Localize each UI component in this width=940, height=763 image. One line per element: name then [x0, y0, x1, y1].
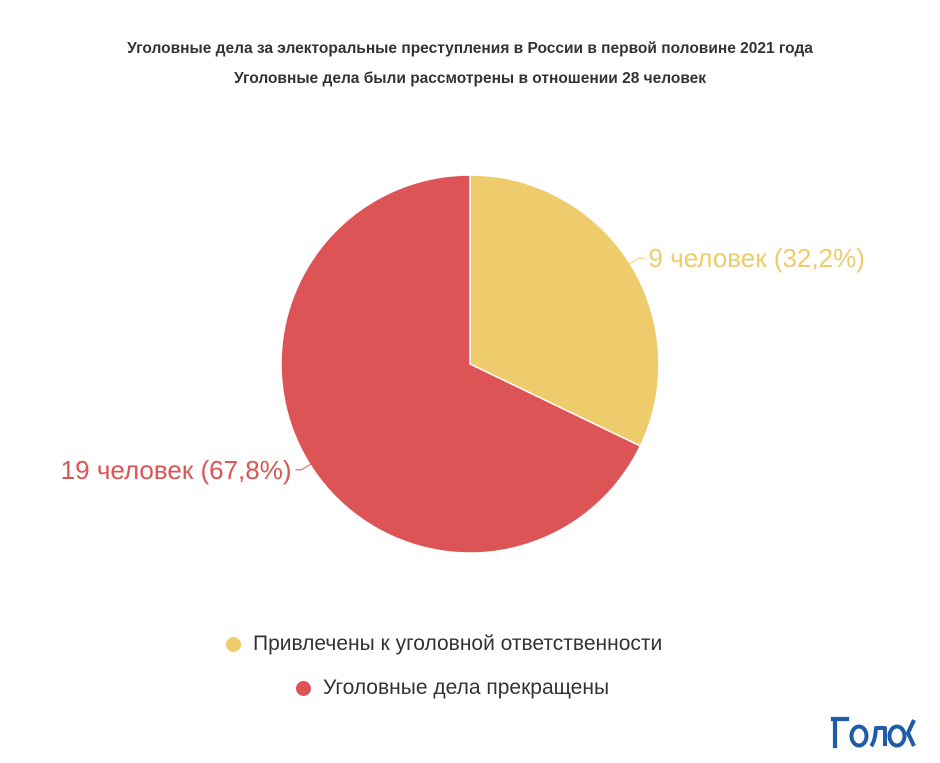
chart-title: Уголовные дела за электоральные преступл… — [0, 34, 940, 94]
legend-item-terminated: Уголовные дела прекращены — [296, 666, 662, 710]
legend-marker-terminated — [296, 680, 311, 696]
legend-label-prosecuted: Привлечены к уголовной ответственности — [253, 632, 663, 655]
leader-line-terminated — [295, 460, 316, 471]
legend-marker-prosecuted — [226, 636, 241, 652]
data-label-prosecuted: 9 человек (32,2%) — [648, 243, 864, 273]
golos-logo — [830, 716, 916, 749]
legend: Привлечены к уголовной ответственности У… — [226, 622, 662, 710]
data-label-terminated: 19 человек (67,8%) — [61, 455, 292, 485]
legend-label-terminated: Уголовные дела прекращены — [323, 676, 610, 699]
chart-subtitle: Уголовные дела были рассмотрены в отноше… — [233, 70, 707, 87]
leader-line-prosecuted — [624, 257, 645, 268]
legend-item-prosecuted: Привлечены к уголовной ответственности — [226, 622, 662, 666]
chart-title-line-1: Уголовные дела за электоральные преступл… — [127, 40, 813, 57]
